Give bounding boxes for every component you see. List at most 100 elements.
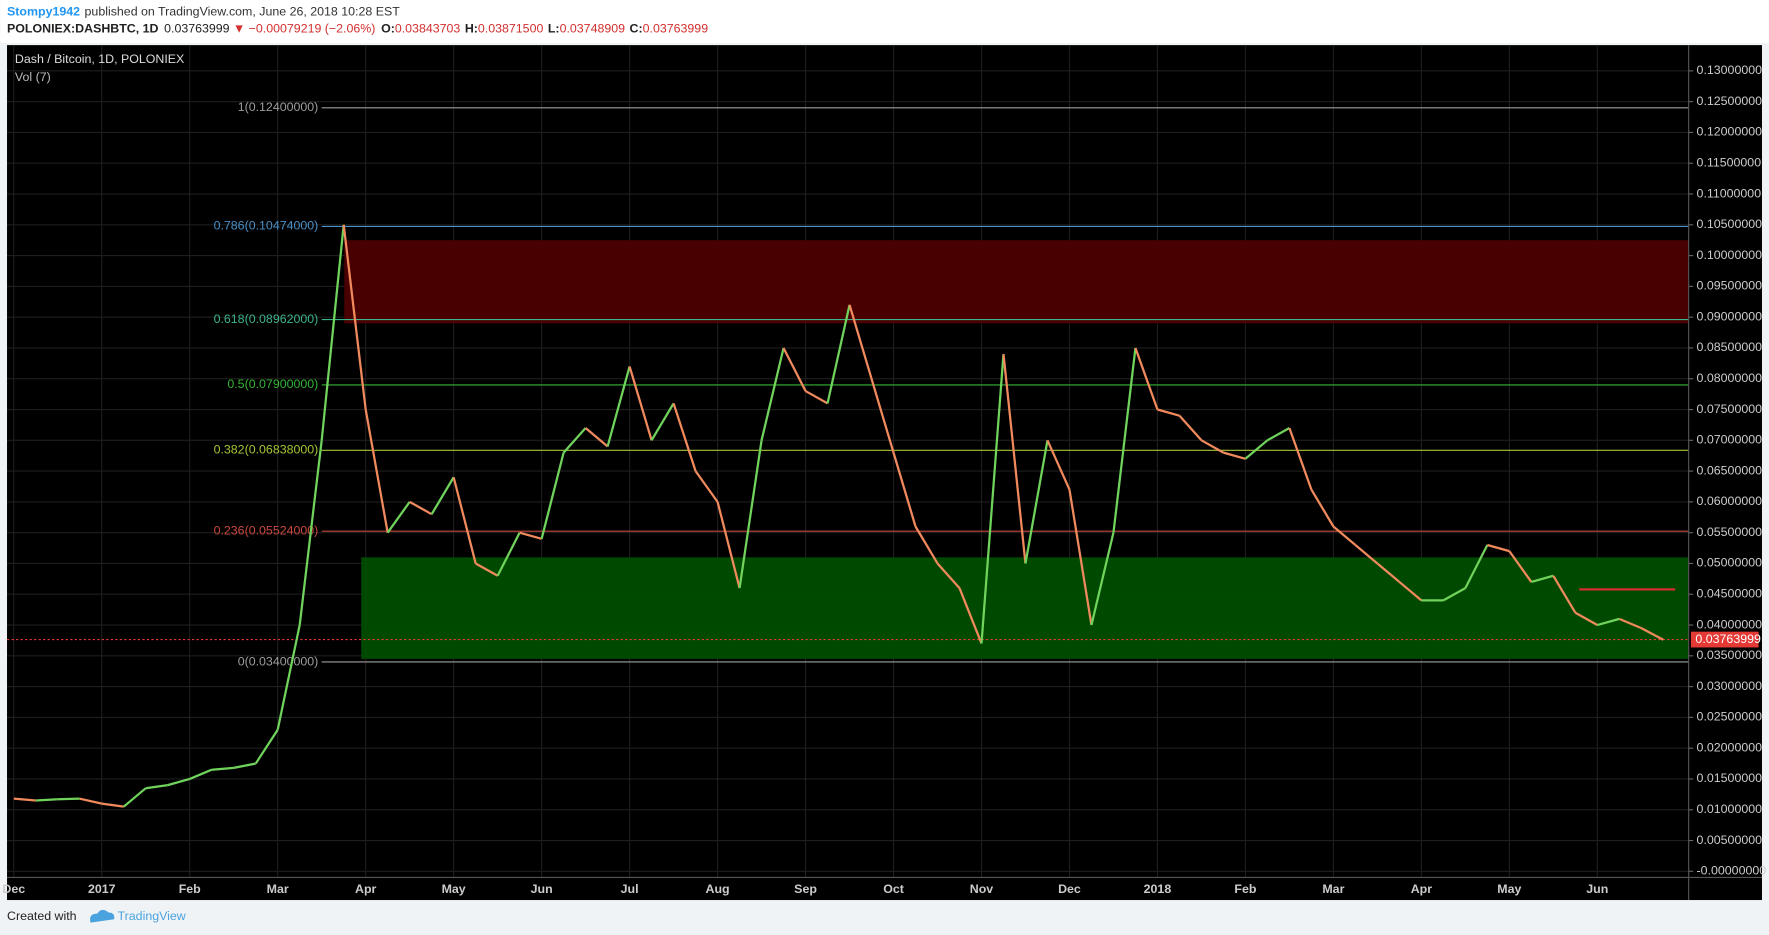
price-segment: [1112, 347, 1137, 533]
price-segment: [1310, 488, 1335, 528]
x-tick-label: Sep: [794, 882, 817, 896]
price-segment: [1487, 543, 1510, 553]
price-segment: [1508, 550, 1533, 583]
price-segment: [1090, 532, 1115, 626]
change: ▼ −0.00079219 (−2.06%): [233, 22, 375, 36]
price-segment: [211, 766, 234, 771]
price-segment: [760, 347, 785, 441]
c: 0.03763999: [643, 22, 709, 36]
price-segment: [738, 440, 763, 589]
y-tick-label: 0.04500000: [1697, 587, 1763, 601]
price-segment: [1134, 347, 1159, 410]
price-segment: [167, 777, 191, 787]
x-tick-label: May: [1497, 882, 1521, 896]
fib-label: 0.618(0.08962000): [214, 312, 319, 326]
price-segment: [1597, 617, 1620, 627]
h-key: H:: [465, 22, 478, 36]
x-tick-label: May: [442, 882, 466, 896]
y-tick-label: 0.08500000: [1697, 340, 1763, 354]
o-key: O:: [381, 22, 395, 36]
logo: [90, 909, 115, 923]
x-tick-label: Feb: [179, 882, 201, 896]
price-segment: [496, 532, 521, 577]
header-line-2: POLONIEX:DASHBTC, 1D 0.03763999 ▼ −0.00079…: [7, 22, 708, 36]
author[interactable]: Stompy1942: [7, 5, 80, 19]
price-segment: [1442, 587, 1466, 602]
price-segment: [958, 587, 983, 644]
price-segment: [870, 378, 895, 453]
price-segment: [342, 224, 367, 410]
brand[interactable]: TradingView: [118, 909, 186, 923]
y-tick-label: 0.09000000: [1697, 309, 1763, 323]
symbol: POLONIEX:DASHBTC, 1D: [7, 22, 159, 36]
y-tick-label: 0.11000000: [1697, 186, 1762, 200]
x-tick-label: Oct: [883, 882, 904, 896]
price-segment: [892, 452, 917, 527]
y-tick-label: 0.05000000: [1697, 556, 1763, 570]
zone: [344, 240, 1689, 324]
y-tick-label: 0.03500000: [1697, 648, 1763, 662]
price-segment: [716, 501, 741, 589]
price-segment: [1200, 439, 1224, 454]
price-segment: [804, 390, 829, 405]
y-tick-label: 0.12500000: [1697, 94, 1763, 108]
x-tick-label: Aug: [706, 882, 730, 896]
x-tick-label: 2018: [1144, 882, 1172, 896]
x-tick-label: Jun: [531, 882, 553, 896]
c-key: C:: [630, 22, 643, 36]
header-line-1: Stompy1942 published on TradingView.com, …: [7, 5, 400, 19]
price-segment: [782, 347, 807, 392]
price-segment: [848, 304, 873, 380]
x-tick-label: Mar: [1322, 882, 1344, 896]
price-segment: [1178, 414, 1203, 442]
price-segment: [1002, 353, 1027, 564]
price-segment: [57, 797, 80, 801]
price-segment: [475, 562, 499, 577]
x-tick-label: Jul: [621, 882, 639, 896]
price-segment: [1288, 427, 1313, 490]
price-segment: [409, 500, 433, 516]
price-segment: [430, 476, 455, 515]
price-segment: [123, 787, 147, 808]
price-segment: [1376, 562, 1401, 583]
x-tick-label: Dec: [1058, 882, 1081, 896]
y-tick-label: 0.02000000: [1697, 740, 1763, 754]
chart-title: Dash / Bitcoin, 1D, POLONIEX: [15, 52, 184, 66]
price-segment: [1574, 611, 1598, 627]
y-tick-label: 0.10000000: [1697, 248, 1763, 262]
y-tick-label: 0.06000000: [1697, 494, 1763, 508]
x-tick-label: Apr: [1411, 882, 1433, 896]
price-badge: [1690, 631, 1759, 648]
price-segment: [1354, 544, 1379, 565]
price-segment: [826, 304, 851, 404]
x-tick-label: 2017: [88, 882, 116, 896]
price-segment: [1640, 627, 1664, 641]
price-segment: [936, 562, 961, 589]
last: 0.03763999: [164, 22, 230, 36]
zone: [361, 557, 1689, 659]
chart-bg: [7, 45, 1762, 901]
price-segment: [694, 470, 719, 503]
price-segment: [980, 354, 1005, 644]
price-segment: [276, 624, 301, 730]
fib-label: 0.382(0.06838000): [214, 443, 319, 457]
price-segment: [672, 403, 697, 472]
price-segment: [1244, 439, 1269, 460]
x-tick-label: Dec: [2, 882, 25, 896]
price-label: 0.03763999: [1695, 632, 1761, 646]
fib-label: 0(0.03400000): [238, 654, 319, 668]
price-segment: [79, 797, 103, 805]
price-segment: [1068, 489, 1093, 626]
price-segment: [540, 452, 565, 540]
fib-label: 1(0.12400000): [238, 100, 319, 114]
y-tick-label: 0.02500000: [1697, 710, 1763, 724]
price-segment: [1398, 581, 1423, 602]
y-tick-label: 0.03000000: [1697, 679, 1763, 693]
price-segment: [1046, 439, 1071, 491]
fib-label: 0.236(0.05524000): [214, 523, 319, 537]
y-tick-label: 0.09500000: [1697, 279, 1763, 293]
price-segment: [320, 224, 345, 441]
price-segment: [386, 501, 411, 534]
